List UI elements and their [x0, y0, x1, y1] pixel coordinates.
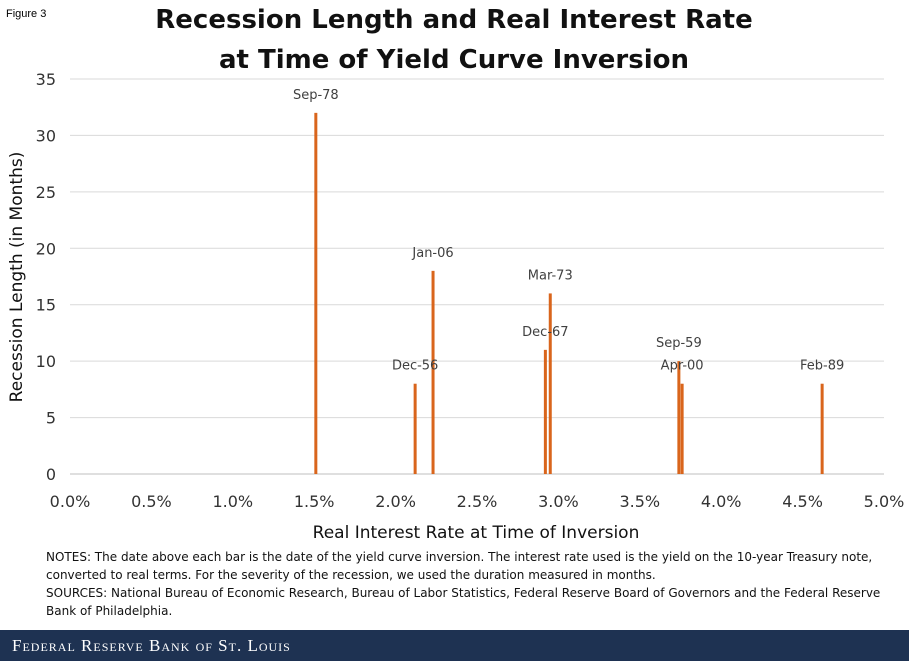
bar-label-sep-59: Sep-59	[656, 336, 702, 351]
y-tick-label: 0	[46, 465, 56, 484]
chart-title-line-1: Recession Length and Real Interest Rate	[155, 5, 753, 35]
bar-labels: Sep-78 Dec-56 Jan-06 Dec-67 Mar-73 Sep-59 Apr-…	[293, 88, 844, 374]
bar-sep-59	[677, 361, 681, 474]
notes-text: NOTES: The date above each bar is the da…	[46, 550, 873, 582]
bar-apr-00	[680, 383, 684, 474]
bar-dec-56	[413, 383, 417, 474]
figure-label: Figure 3	[6, 8, 47, 20]
bar-jan-06	[431, 270, 435, 474]
y-tick-label: 20	[36, 239, 56, 258]
x-axis-title: Real Interest Rate at Time of Inversion	[313, 523, 640, 543]
x-tick-label: 4.0%	[701, 492, 742, 511]
bar-label-sep-78: Sep-78	[293, 88, 339, 103]
bar-label-jan-06: Jan-06	[411, 246, 453, 261]
bar-feb-89	[820, 383, 824, 474]
y-axis-title: Recession Length (in Months)	[7, 152, 27, 403]
x-tick-label: 1.0%	[212, 492, 253, 511]
bar-label-mar-73: Mar-73	[528, 268, 573, 283]
x-tick-label: 3.5%	[619, 492, 660, 511]
bar-label-feb-89: Feb-89	[800, 359, 844, 374]
sources-text: SOURCES: National Bureau of Economic Res…	[46, 586, 881, 618]
y-tick-labels: 0 5 10 15 20 25 30 35	[36, 70, 56, 484]
x-tick-label: 2.5%	[457, 492, 498, 511]
y-tick-label: 35	[36, 70, 56, 89]
notes-block: NOTES: The date above each bar is the da…	[46, 548, 898, 620]
bar-dec-67	[543, 349, 547, 474]
footer-bar: Federal Reserve Bank of St. Louis	[0, 630, 909, 661]
y-tick-label: 5	[46, 409, 56, 428]
y-tick-label: 30	[36, 126, 56, 145]
y-tick-label: 10	[36, 352, 56, 371]
bar-mar-73	[548, 293, 552, 474]
x-tick-label: 3.0%	[538, 492, 579, 511]
footer-text: Federal Reserve Bank of St. Louis	[12, 636, 291, 655]
chart: Sep-78 Dec-56 Jan-06 Dec-67 Mar-73 Sep-59 Apr-…	[7, 70, 905, 543]
x-tick-label: 2.0%	[375, 492, 416, 511]
x-tick-label: 5.0%	[864, 492, 905, 511]
bar-label-dec-67: Dec-67	[522, 325, 568, 340]
x-tick-label: 0.5%	[131, 492, 172, 511]
x-tick-label: 4.5%	[782, 492, 823, 511]
grid-lines	[70, 78, 884, 475]
bar-label-dec-56: Dec-56	[392, 359, 438, 374]
bar-sep-78	[314, 112, 318, 474]
y-tick-label: 25	[36, 183, 56, 202]
x-tick-label: 0.0%	[50, 492, 91, 511]
bar-label-apr-00: Apr-00	[661, 359, 704, 374]
y-tick-label: 15	[36, 296, 56, 315]
x-tick-label: 1.5%	[294, 492, 335, 511]
bars	[314, 112, 824, 474]
chart-title-line-2: at Time of Yield Curve Inversion	[218, 45, 690, 75]
x-tick-labels: 0.0% 0.5% 1.0% 1.5% 2.0% 2.5% 3.0% 3.5% 4.0% 4.5%…	[50, 492, 905, 511]
